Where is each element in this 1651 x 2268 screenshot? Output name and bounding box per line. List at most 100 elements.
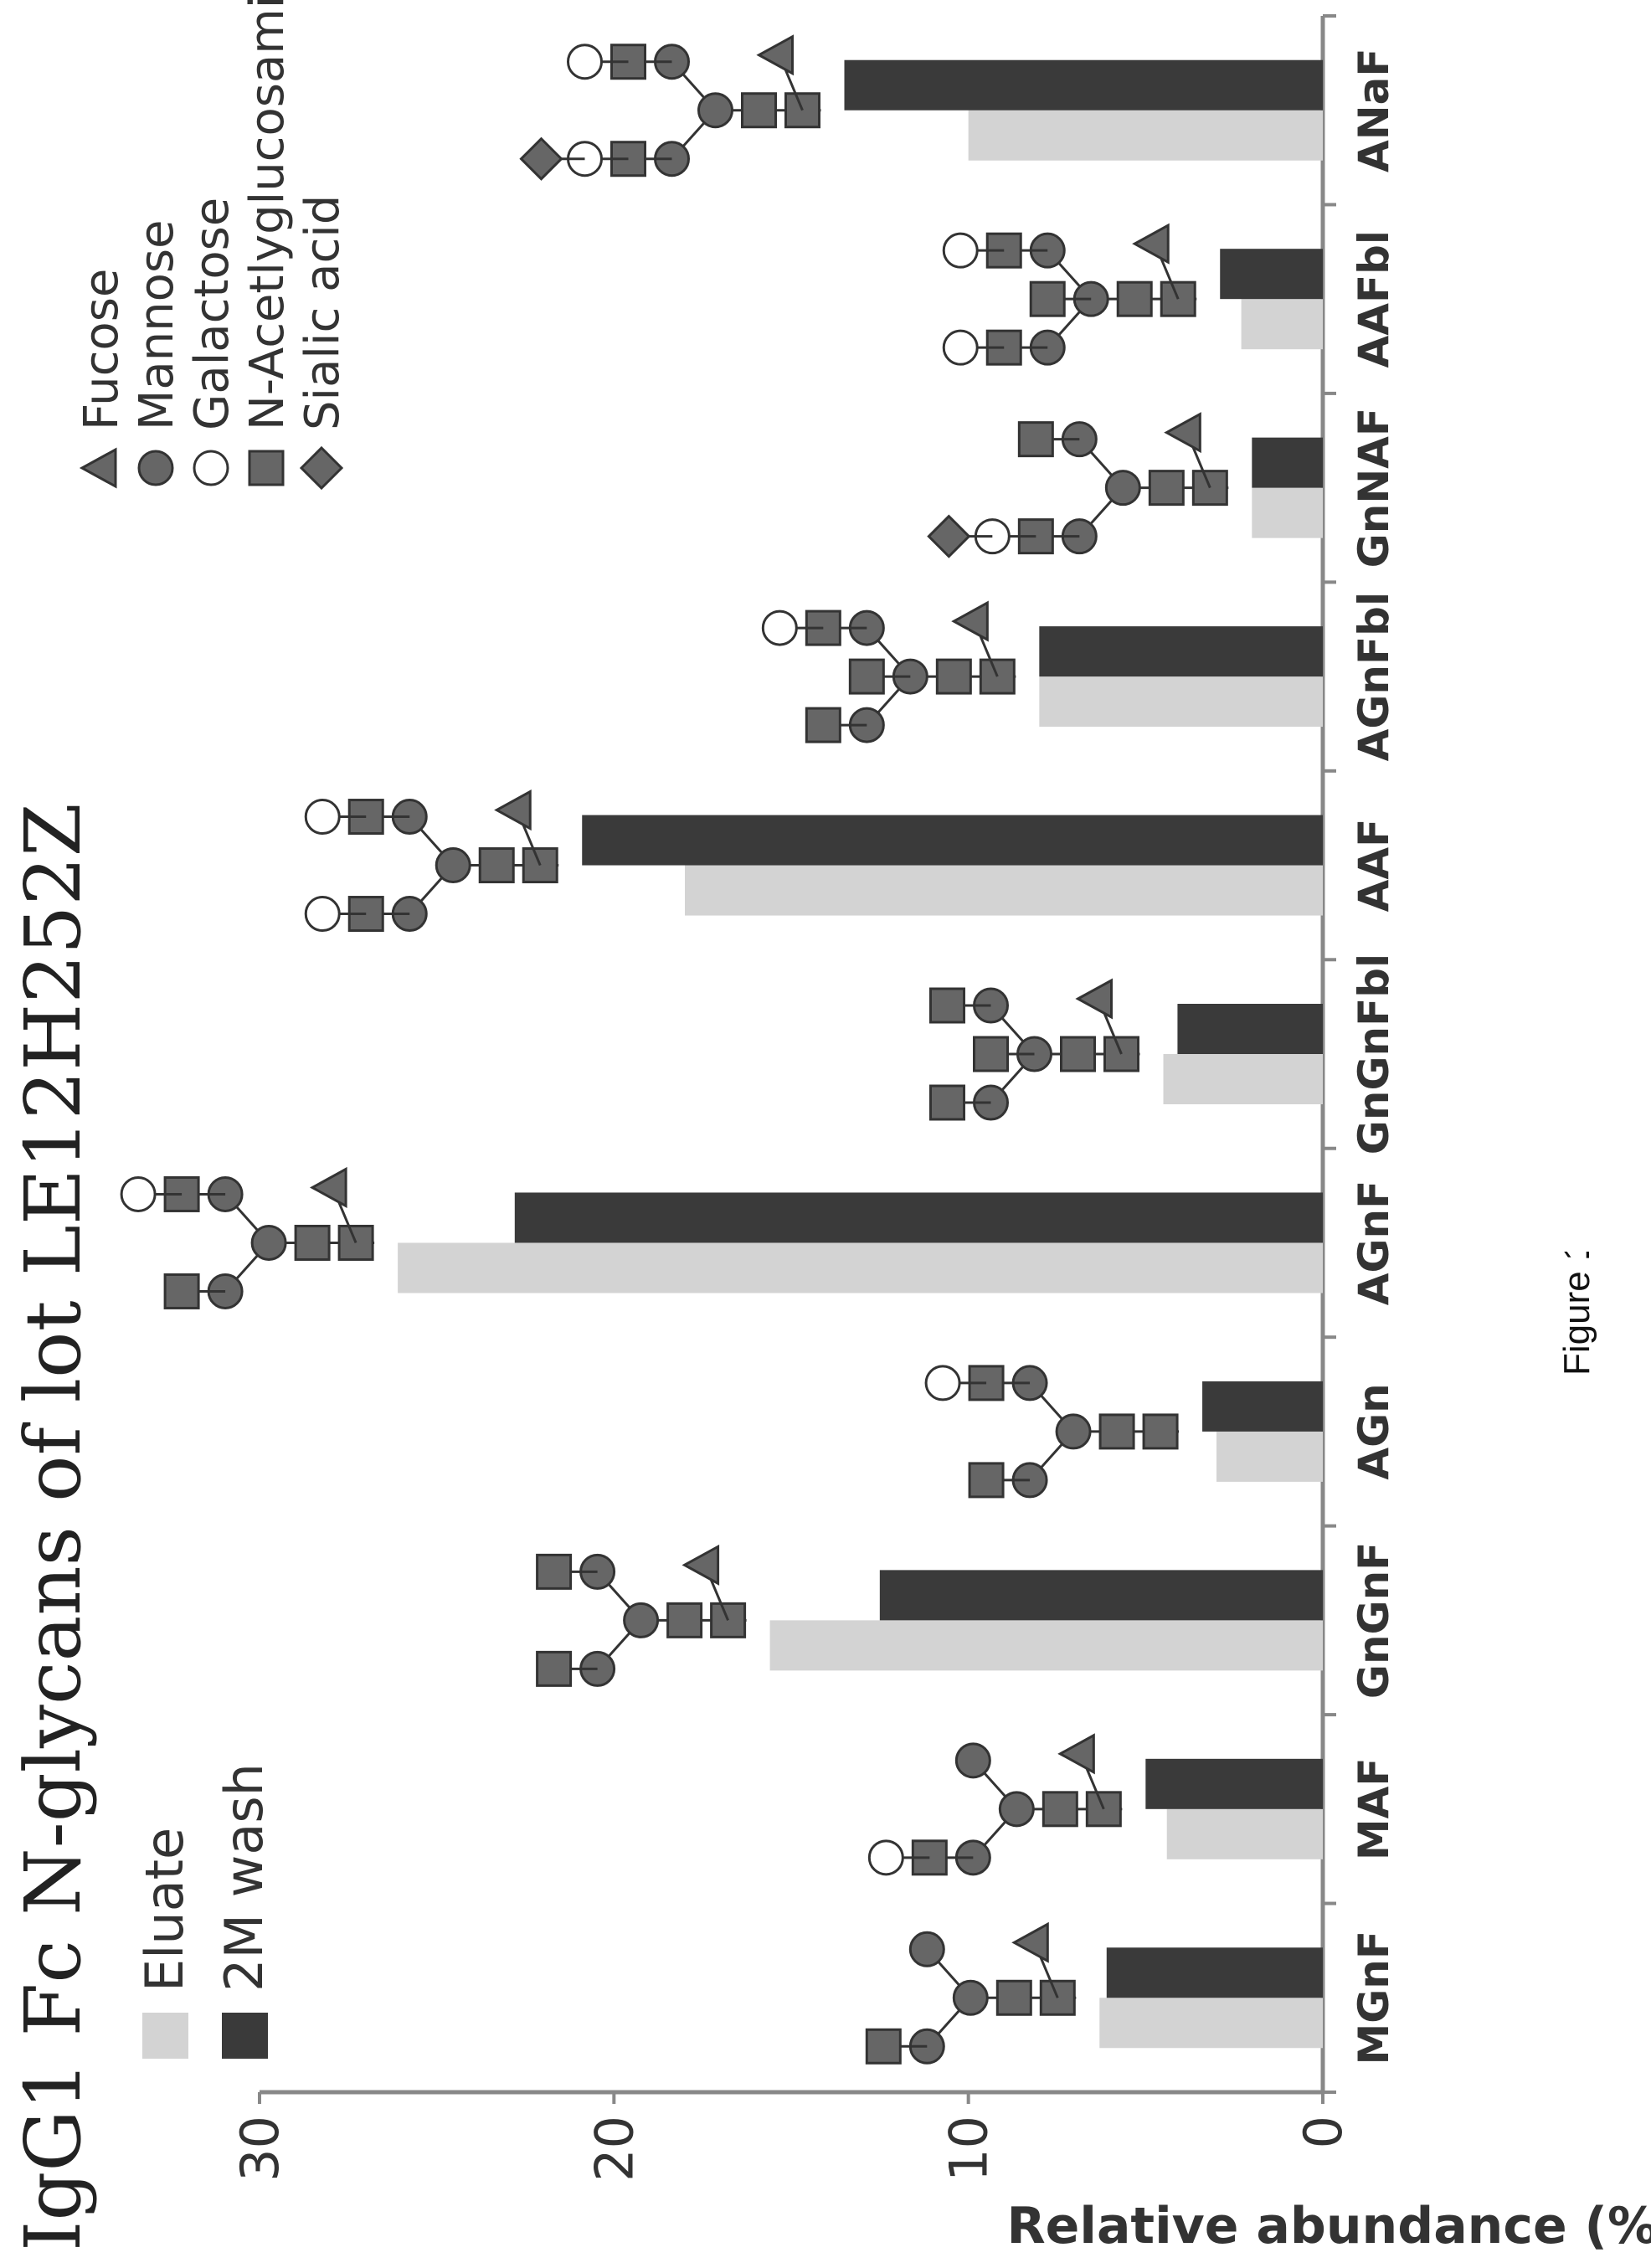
core-glcnac-icon: [1098, 1413, 1135, 1450]
fucose-icon: [1075, 978, 1113, 1020]
fucose-icon: [951, 600, 989, 642]
axes: 0 10 20 30 MGnF MAF GnGnF AGn AGnF GnGnFbl AAF AGnF…: [229, 14, 1398, 2182]
bar-eluate-AAF: [685, 865, 1323, 916]
glycan-GnGnFbl: [929, 978, 1140, 1121]
bar-wash-AAFbl: [1220, 249, 1323, 300]
bar-wash-AGnF: [514, 1192, 1323, 1243]
bar-eluate-GnNAF: [1252, 487, 1324, 538]
legend-fucose-icon: [79, 447, 117, 489]
glycan-AGnF: [120, 1166, 375, 1309]
glycan-MAF: [867, 1733, 1123, 1876]
bisecting-glcnac-icon: [848, 658, 885, 695]
glycan-GnGnF: [536, 1544, 747, 1687]
glcnac-icon: [536, 1553, 573, 1590]
y-tick-label: 20: [584, 2116, 645, 2182]
core-mannose-icon: [1104, 470, 1141, 507]
core-mannose-icon: [623, 1602, 660, 1638]
bar-eluate-AAFbl: [1241, 299, 1323, 350]
core-mannose-icon: [998, 1791, 1035, 1828]
x-tick-label: AAFbl: [1350, 230, 1398, 368]
core-mannose-icon: [952, 1979, 989, 2016]
glcnac-icon: [163, 1273, 200, 1309]
fucose-icon: [1132, 223, 1170, 265]
bar-eluate-MGnF: [1099, 1998, 1324, 2049]
y-axis-label: Relative abundance (%): [1006, 2197, 1651, 2255]
core-mannose-icon: [1055, 1413, 1092, 1450]
mannose-icon: [954, 1742, 991, 1779]
y-tick-label: 10: [939, 2116, 1000, 2182]
glycan-GnNAF: [927, 412, 1229, 558]
bar-wash-MAF: [1145, 1758, 1324, 1809]
galactose-icon: [942, 232, 979, 269]
bar-wash-GnGnF: [879, 1570, 1324, 1621]
galactose-icon: [761, 609, 798, 646]
glycan-AAF: [304, 789, 559, 933]
x-tick-label: GnGnFbl: [1350, 954, 1398, 1155]
glycan-structures: [120, 34, 1229, 2065]
glycan-MGnF: [865, 1921, 1077, 2065]
x-tick-label: MAF: [1350, 1758, 1398, 1861]
core-glcnac-icon: [1142, 1413, 1179, 1450]
galactose-icon: [867, 1839, 904, 1876]
fucose-icon: [681, 1544, 720, 1586]
glcnac-icon: [536, 1650, 573, 1687]
y-tick-label: 0: [1293, 2116, 1354, 2148]
fucose-icon: [1057, 1733, 1095, 1775]
legend-swatch-wash: [222, 2013, 268, 2059]
core-glcnac-icon: [666, 1602, 703, 1638]
glcnac-icon: [805, 707, 841, 743]
glcnac-icon: [968, 1462, 1005, 1499]
figure-caption-box: Figure 15A: [1556, 1252, 1597, 1376]
legend-monosaccharide-label: Mannose: [130, 219, 184, 430]
legend-monosaccharide-label: N-Acetlyglucosamine: [240, 0, 295, 430]
bar-wash-GnGnFbl: [1177, 1004, 1324, 1054]
bars: [398, 59, 1324, 2049]
bar-eluate-MAF: [1166, 1808, 1323, 1859]
legend-monosaccharide-label: Sialic acid: [296, 195, 350, 430]
x-tick-label: GnNAF: [1350, 408, 1398, 568]
legend-mannose-icon: [137, 450, 174, 486]
core-glcnac-icon: [1116, 280, 1153, 317]
bar-eluate-ANaF: [968, 110, 1323, 161]
legend-label-eluate: Eluate: [134, 1828, 195, 1992]
bar-eluate-AGn: [1216, 1431, 1323, 1482]
bar-eluate-GnGnF: [769, 1620, 1323, 1671]
fucose-icon: [494, 789, 532, 831]
x-tick-label: MGnF: [1350, 1931, 1398, 2065]
galactose-icon: [924, 1365, 961, 1401]
galactose-icon: [304, 896, 341, 933]
y-tick-label: 30: [229, 2116, 291, 2182]
core-glcnac-icon: [1042, 1791, 1078, 1828]
bar-eluate-AGnF: [398, 1242, 1324, 1293]
galactose-icon: [942, 329, 979, 366]
bar-wash-AAF: [582, 815, 1323, 866]
legend-swatch-eluate: [142, 2013, 188, 2059]
bar-wash-MGnF: [1106, 1947, 1324, 1998]
fucose-icon: [309, 1166, 347, 1208]
glycan-AGn: [924, 1365, 1180, 1499]
galactose-icon: [120, 1175, 157, 1212]
glycan-AAFbl: [942, 223, 1197, 366]
series-legend: Eluate 2M wash: [134, 1763, 275, 2059]
sialic-acid-icon: [519, 136, 563, 181]
glcnac-icon: [865, 2028, 902, 2065]
bar-wash-AGnFbl: [1039, 626, 1324, 677]
core-mannose-icon: [697, 92, 733, 129]
core-glcnac-icon: [995, 1979, 1032, 2016]
legend-sialic-acid-icon: [299, 445, 344, 491]
x-tick-label: ANaF: [1350, 49, 1398, 172]
galactose-icon: [567, 44, 603, 80]
bisecting-glcnac-icon: [973, 1036, 1009, 1072]
core-glcnac-icon: [741, 92, 777, 129]
core-glcnac-icon: [294, 1224, 331, 1261]
x-tick-label: GnGnF: [1350, 1542, 1398, 1699]
fucose-icon: [1011, 1921, 1049, 1963]
mannose-icon: [908, 1931, 945, 1967]
bisecting-glcnac-icon: [1029, 280, 1066, 317]
figure-caption: Figure 15A: [1556, 1252, 1597, 1376]
x-tick-label: AGn: [1350, 1383, 1398, 1479]
core-glcnac-icon: [1148, 470, 1185, 507]
